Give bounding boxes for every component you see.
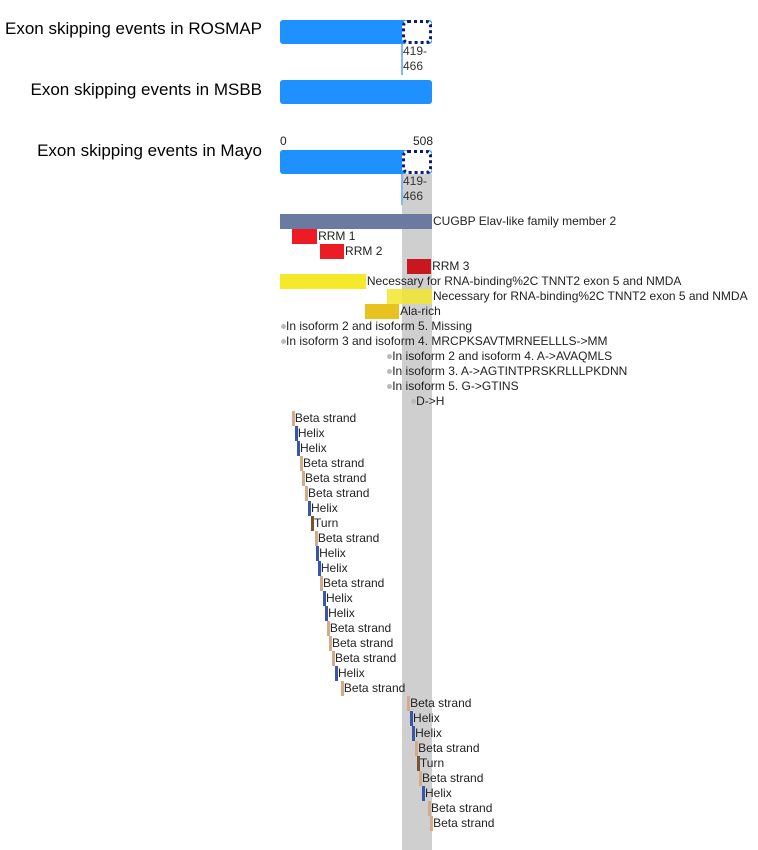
secondary-structure-beta[interactable] (305, 486, 309, 501)
variant-label: In isoform 3. A->AGTINTPRSKRLLLPKDNN (392, 364, 628, 378)
variant-label: D->H (416, 394, 445, 408)
variant-label: In isoform 3 and isoform 4. MRCPKSAVTMRN… (285, 334, 608, 348)
variant-dot[interactable] (280, 324, 286, 329)
secondary-structure-label: Beta strand (431, 801, 493, 815)
feature-bar[interactable] (280, 214, 432, 229)
feature-bar[interactable] (291, 229, 318, 244)
feature-bar[interactable] (320, 244, 345, 259)
secondary-structure-label: Helix (328, 606, 355, 620)
secondary-structure-helix[interactable] (334, 666, 338, 681)
track-title-mayo: Exon skipping events in Mayo (37, 141, 262, 160)
secondary-structure-label: Beta strand (317, 531, 380, 545)
variant-dot[interactable] (387, 354, 393, 359)
secondary-structure-helix[interactable] (317, 561, 321, 576)
secondary-structure-helix[interactable] (294, 426, 298, 441)
secondary-structure-label: Beta strand (322, 576, 385, 590)
secondary-structure-beta[interactable] (415, 741, 419, 756)
secondary-structure-beta[interactable] (340, 681, 344, 696)
feature-label: Ala-rich (400, 304, 441, 318)
feature-label: Necessary for RNA-binding%2C TNNT2 exon … (433, 289, 748, 303)
secondary-structure-beta[interactable] (428, 801, 431, 816)
secondary-structure-label: Helix (319, 546, 346, 560)
secondary-structure-helix[interactable] (308, 501, 312, 516)
secondary-structure-label: Helix (297, 426, 325, 440)
feature-label: RRM 3 (432, 259, 470, 273)
secondary-structure-label: Beta strand (343, 681, 406, 695)
secondary-structure-helix[interactable] (316, 546, 320, 561)
secondary-structure-helix[interactable] (325, 606, 329, 621)
variant-label: In isoform 2 and isoform 5. Missing (285, 319, 473, 333)
secondary-structure-label: Beta strand (305, 471, 367, 485)
secondary-structure-label: Helix (415, 726, 442, 740)
track-title-msbb: Exon skipping events in MSBB (30, 80, 262, 99)
secondary-structure-label: Beta strand (418, 741, 480, 755)
exon-marker-line (401, 44, 403, 75)
secondary-structure-label: Beta strand (331, 636, 394, 650)
exon-skip-marker-mayo[interactable] (402, 150, 432, 174)
secondary-structure-helix[interactable] (412, 726, 416, 741)
secondary-structure-label: Helix (413, 711, 440, 725)
secondary-structure-beta[interactable] (319, 576, 323, 591)
secondary-structure-label: Beta strand (433, 816, 495, 830)
secondary-structure-beta[interactable] (419, 771, 423, 786)
exon-range-label: 419-466 (403, 174, 428, 203)
secondary-structure-label: Helix (337, 666, 365, 680)
secondary-structure-label: Helix (311, 501, 338, 515)
secondary-structure-label: Helix (325, 591, 353, 605)
exon-skip-marker-rosmap[interactable] (402, 20, 432, 44)
variant-dot[interactable] (387, 369, 393, 374)
secondary-structure-label: Turn (419, 756, 445, 770)
secondary-structure-turn[interactable] (416, 756, 420, 771)
secondary-structure-label: Beta strand (302, 456, 365, 470)
feature-bar[interactable] (387, 289, 432, 304)
secondary-structure-beta[interactable] (299, 456, 303, 471)
secondary-structure-helix[interactable] (422, 786, 426, 801)
secondary-structure-beta[interactable] (291, 411, 295, 426)
secondary-structure-beta[interactable] (328, 636, 332, 651)
secondary-structure-label: Beta strand (294, 411, 357, 425)
secondary-structure-beta[interactable] (407, 696, 411, 711)
secondary-structure-beta[interactable] (430, 816, 434, 831)
secondary-structure-beta[interactable] (314, 531, 318, 546)
track-title-rosmap: Exon skipping events in ROSMAP (4, 19, 262, 38)
axis-min-label: 0 (280, 134, 287, 148)
highlight-band (402, 174, 432, 850)
feature-bar[interactable] (364, 304, 400, 319)
feature-label: CUGBP Elav-like family member 2 (433, 214, 617, 228)
secondary-structure-label: Beta strand (422, 771, 484, 785)
variant-dot[interactable] (280, 339, 286, 344)
variant-label: In isoform 5. G->GTINS (392, 379, 519, 393)
feature-bar[interactable] (280, 274, 366, 289)
feature-label: RRM 2 (345, 244, 383, 258)
secondary-structure-helix[interactable] (410, 711, 414, 726)
secondary-structure-label: Helix (320, 561, 348, 575)
feature-label: RRM 1 (318, 229, 356, 243)
secondary-structure-helix[interactable] (296, 441, 300, 456)
exon-marker-line (401, 174, 403, 205)
secondary-structure-label: Beta strand (334, 651, 397, 665)
secondary-structure-helix[interactable] (322, 591, 326, 606)
secondary-structure-beta[interactable] (331, 651, 335, 666)
secondary-structure-label: Beta strand (308, 486, 370, 500)
secondary-structure-label: Helix (299, 441, 327, 455)
secondary-structure-beta[interactable] (326, 621, 330, 636)
feature-label: Necessary for RNA-binding%2C TNNT2 exon … (366, 274, 682, 288)
secondary-structure-beta[interactable] (302, 471, 306, 486)
axis-max-label: 508 (413, 134, 434, 148)
secondary-structure-label: Beta strand (410, 696, 472, 710)
exon-range-label: 419-466 (403, 44, 428, 73)
variant-dot[interactable] (411, 399, 417, 404)
variant-dot[interactable] (387, 384, 393, 389)
secondary-structure-label: Beta strand (329, 621, 392, 635)
secondary-structure-label: Helix (425, 786, 452, 800)
secondary-structure-label: Turn (314, 516, 339, 530)
feature-bar[interactable] (406, 259, 432, 274)
secondary-structure-turn[interactable] (311, 516, 315, 531)
protein-bar-msbb[interactable] (280, 80, 432, 104)
variant-label: In isoform 2 and isoform 4. A->AVAQMLS (392, 349, 613, 363)
